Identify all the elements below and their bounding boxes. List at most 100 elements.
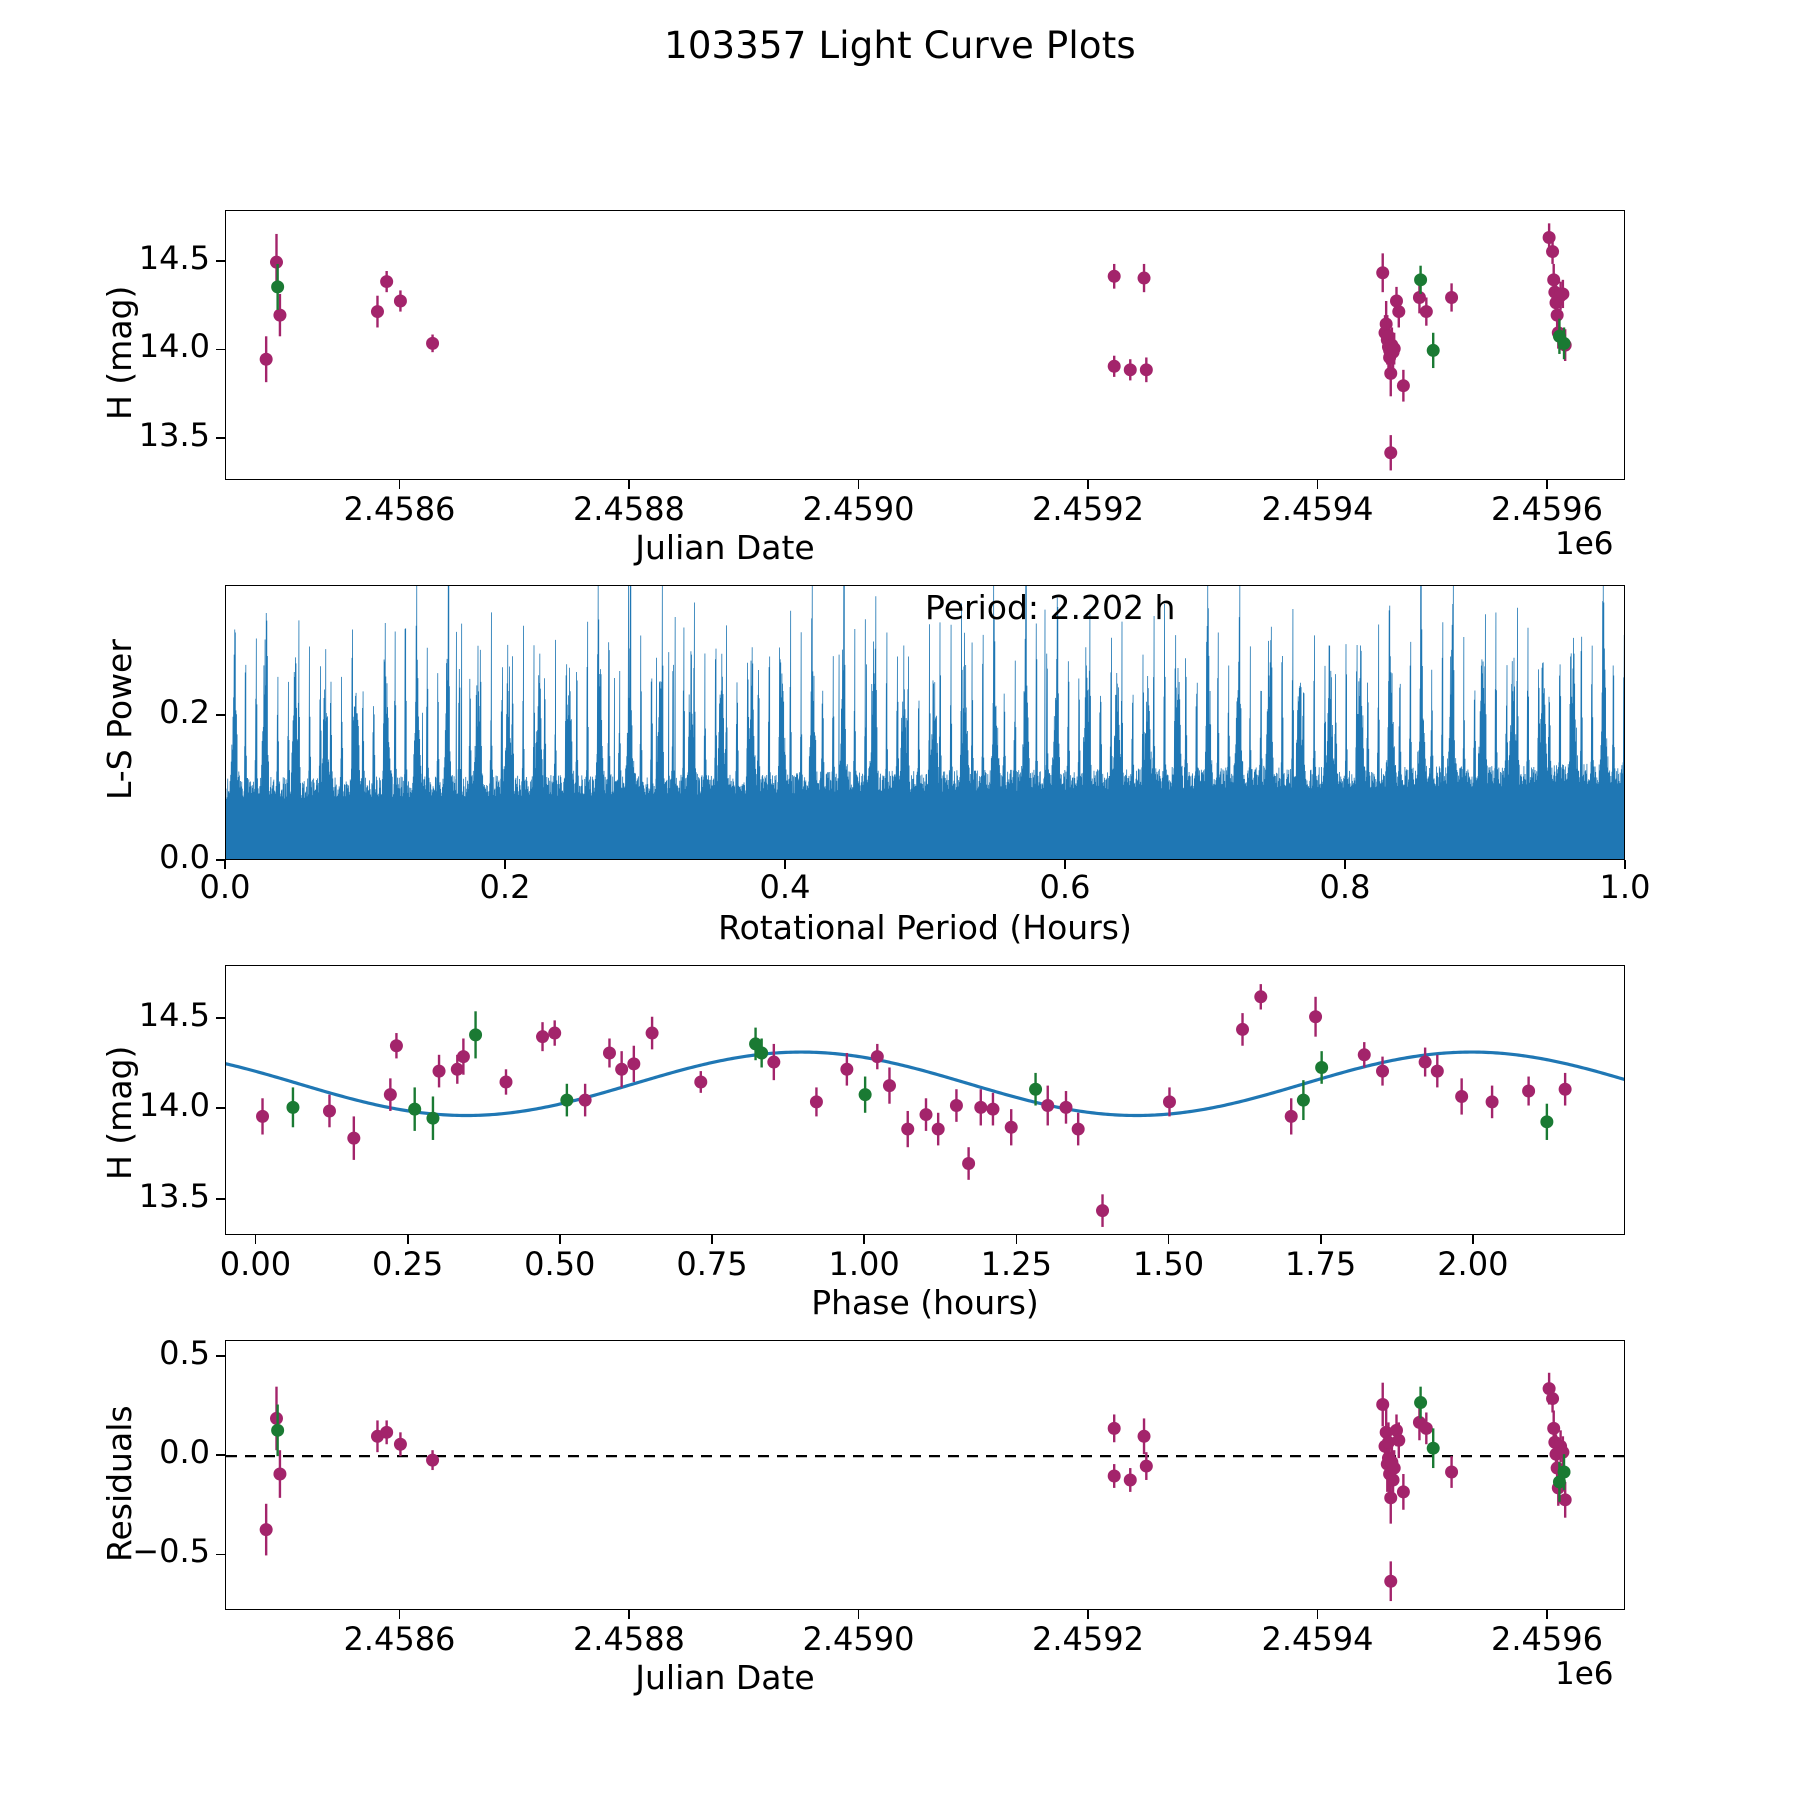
x-tick-mark [1087, 480, 1089, 489]
x-tick-label: 2.4596 [1490, 490, 1603, 528]
x-tick-mark [504, 860, 506, 869]
light-curve-plot-area [259, 223, 1572, 471]
x-tick-label: 2.4590 [802, 490, 915, 528]
data-series-secondary [271, 1386, 1571, 1502]
periodogram-plot-area [226, 586, 1624, 859]
x-tick-label: 0.8 [1319, 868, 1371, 906]
x-tick-mark [628, 480, 630, 489]
y-tick-label: 0.0 [159, 838, 210, 876]
x-tick-mark [1546, 1610, 1548, 1619]
x-offset-label-2: 1e6 [1555, 1656, 1614, 1692]
x-tick-mark [863, 1235, 866, 1244]
x-tick-mark [1064, 860, 1066, 869]
axis-label-rotational-period: Rotational Period (Hours) [718, 908, 1132, 947]
x-tick-label: 1.25 [980, 1245, 1052, 1283]
x-tick-label: 2.4594 [1261, 490, 1374, 528]
axis-label-julian-date-2: Julian Date [635, 1658, 815, 1697]
axes-frame-light-curve [225, 210, 1625, 480]
phase-folded-plot-area [226, 984, 1624, 1227]
x-tick-label: 2.00 [1437, 1245, 1509, 1283]
residuals-plot-area [226, 1372, 1624, 1602]
x-tick-mark [1344, 860, 1346, 869]
x-tick-mark [398, 480, 401, 489]
y-tick-label: 14.0 [138, 1086, 210, 1125]
data-series-secondary [271, 263, 1571, 369]
x-tick-mark [1316, 480, 1319, 489]
y-tick-label: 0.5 [159, 1333, 210, 1372]
x-tick-label: 0.25 [371, 1245, 444, 1283]
x-tick-label: 2.4592 [1031, 1620, 1144, 1658]
panel-light-curve [225, 210, 1625, 480]
x-tick-label: 0.50 [524, 1245, 596, 1283]
x-tick-label: 1.75 [1285, 1245, 1357, 1283]
x-tick-mark [857, 480, 860, 489]
y-tick-mark [216, 260, 225, 263]
y-tick-label: 13.5 [138, 415, 210, 454]
panel-phase-folded [225, 965, 1625, 1235]
x-tick-mark [857, 1610, 860, 1619]
y-tick-label: 13.5 [138, 1176, 210, 1215]
y-tick-mark [216, 1454, 225, 1457]
x-tick-mark [398, 1610, 401, 1619]
y-tick-label: 14.5 [138, 239, 210, 278]
x-tick-mark [1624, 860, 1626, 869]
y-tick-mark [216, 1107, 225, 1110]
y-tick-mark [216, 436, 225, 439]
x-tick-label: 0.0 [199, 868, 251, 906]
data-series-primary [259, 1372, 1572, 1602]
x-tick-label: 0.4 [759, 868, 811, 906]
x-tick-mark [1167, 1235, 1170, 1244]
x-tick-mark [1015, 1235, 1018, 1244]
axes-frame-periodogram [225, 585, 1625, 860]
x-tick-label: 1.00 [828, 1245, 900, 1283]
x-tick-mark [1316, 1610, 1319, 1619]
y-tick-mark [216, 1197, 225, 1200]
data-series-primary [256, 984, 1572, 1227]
x-tick-label: 2.4592 [1031, 490, 1144, 528]
y-tick-label: 0.0 [159, 1433, 210, 1472]
data-series-primary [259, 223, 1572, 471]
x-tick-label: 2.4588 [572, 1620, 685, 1658]
x-tick-mark [1546, 480, 1548, 489]
x-tick-label: 2.4596 [1490, 1620, 1603, 1658]
x-tick-mark [1319, 1235, 1322, 1244]
x-tick-label: 1.0 [1599, 868, 1651, 906]
x-tick-mark [711, 1235, 713, 1244]
x-tick-mark [784, 860, 786, 869]
x-tick-mark [558, 1235, 561, 1244]
x-tick-label: 0.00 [219, 1245, 292, 1283]
x-tick-mark [224, 860, 226, 869]
panel-periodogram [225, 585, 1625, 860]
y-tick-mark [216, 859, 225, 861]
period-annotation: Period: 2.202 h [925, 588, 1176, 627]
y-tick-label: 14.5 [138, 995, 210, 1034]
y-tick-label: 0.2 [159, 693, 210, 732]
x-tick-label: 0.75 [676, 1245, 748, 1283]
y-tick-label: −0.5 [132, 1532, 210, 1571]
x-tick-mark [1087, 1610, 1089, 1619]
x-tick-label: 0.2 [479, 868, 531, 906]
axes-frame-phase-folded [225, 965, 1625, 1235]
y-tick-mark [216, 1016, 225, 1019]
panel-residuals [225, 1340, 1625, 1610]
axes-frame-residuals [225, 1340, 1625, 1610]
x-tick-label: 2.4586 [343, 490, 456, 528]
x-tick-mark [254, 1235, 257, 1244]
x-tick-label: 2.4594 [1261, 1620, 1374, 1658]
x-tick-label: 2.4588 [572, 490, 685, 528]
y-tick-mark [216, 348, 225, 351]
y-tick-mark [216, 1355, 225, 1357]
x-offset-label-1: 1e6 [1555, 526, 1614, 562]
x-tick-label: 1.50 [1132, 1245, 1205, 1283]
x-tick-mark [406, 1235, 409, 1244]
page-title: 103357 Light Curve Plots [664, 24, 1136, 67]
axis-label-phase-hours: Phase (hours) [811, 1283, 1039, 1322]
x-tick-label: 2.4590 [802, 1620, 915, 1658]
x-tick-label: 0.6 [1039, 868, 1091, 906]
y-tick-mark [216, 1553, 225, 1556]
x-tick-label: 2.4586 [343, 1620, 456, 1658]
axis-label-julian-date-1: Julian Date [635, 528, 815, 567]
y-tick-mark [216, 714, 225, 717]
x-tick-mark [1472, 1235, 1474, 1244]
